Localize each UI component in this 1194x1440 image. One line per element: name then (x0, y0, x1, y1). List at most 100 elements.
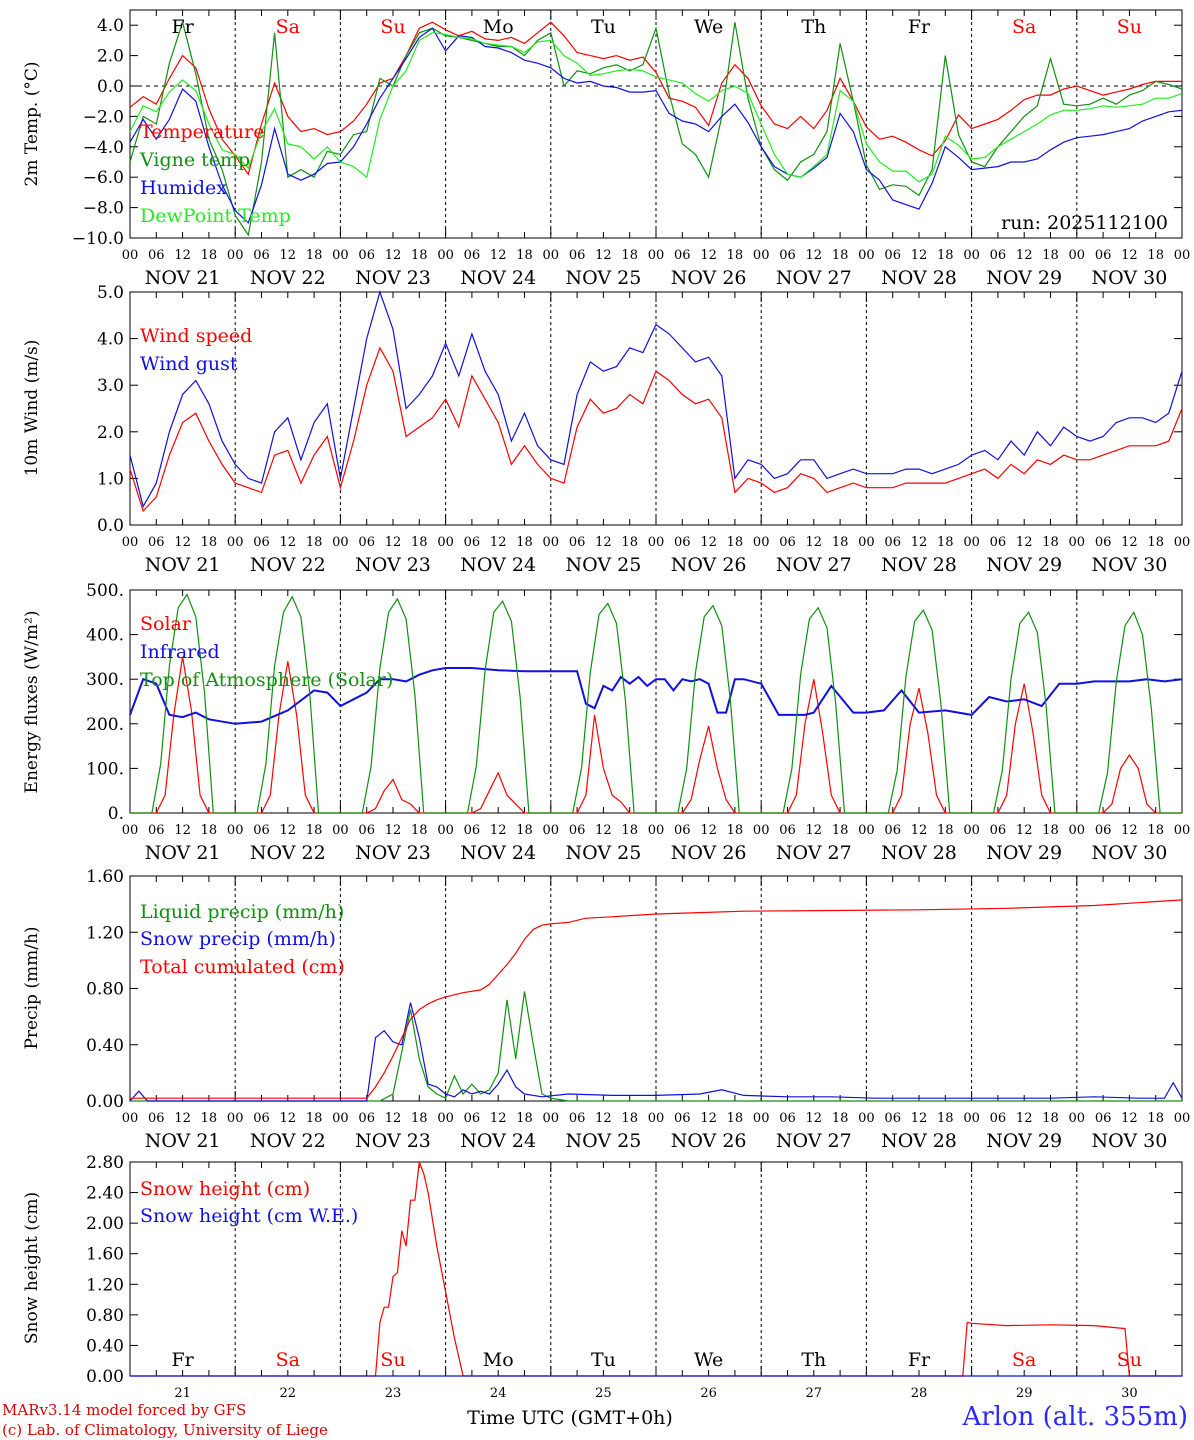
x-hour-label: 12 (385, 823, 402, 838)
series-line-humidex (129, 27, 1183, 224)
location-label: Arlon (alt. 355m) (962, 1402, 1188, 1432)
x-day-number: 24 (490, 1386, 507, 1401)
x-hour-label: 18 (306, 823, 323, 838)
y-tick-label: 2.00 (86, 1214, 124, 1234)
y-tick-label: −8.0 (83, 199, 124, 219)
x-date-label: NOV 30 (1091, 842, 1167, 864)
x-hour-label: 00 (543, 823, 560, 838)
x-hour-label: 00 (437, 823, 454, 838)
x-day-number: 22 (280, 1386, 297, 1401)
weekday-label: Fr (908, 16, 931, 38)
x-hour-label: 00 (753, 1111, 770, 1126)
x-hour-label: 06 (674, 823, 691, 838)
x-hour-label: 12 (280, 248, 297, 263)
x-hour-label: 18 (411, 248, 428, 263)
weekday-label: We (694, 1349, 723, 1371)
legend-entry: Wind speed (140, 325, 252, 347)
x-hour-label: 12 (1121, 823, 1138, 838)
y-tick-label: 100. (86, 759, 124, 779)
x-date-label: NOV 25 (565, 842, 641, 864)
x-hour-label: 12 (280, 823, 297, 838)
x-hour-label: 00 (858, 1111, 875, 1126)
x-hour-label: 06 (779, 1111, 796, 1126)
legend-entry: Top of Atmosphere (Solar) (140, 669, 393, 691)
y-tick-label: 0.0 (97, 77, 124, 97)
x-hour-label: 18 (306, 248, 323, 263)
x-date-label: NOV 26 (671, 267, 747, 289)
y-tick-label: 1.60 (86, 867, 124, 887)
x-hour-label: 00 (858, 248, 875, 263)
x-date-label: NOV 23 (355, 267, 431, 289)
x-hour-label: 06 (1095, 248, 1112, 263)
legend-entry: Infrared (140, 641, 220, 663)
x-hour-label: 12 (806, 1111, 823, 1126)
x-date-label: NOV 22 (250, 1130, 326, 1152)
x-hour-label: 00 (437, 1111, 454, 1126)
x-date-label: NOV 29 (986, 1130, 1062, 1152)
x-hour-label: 00 (122, 535, 139, 550)
x-hour-label: 06 (569, 248, 586, 263)
x-date-label: NOV 24 (460, 554, 536, 576)
x-hour-label: 18 (516, 823, 533, 838)
x-hour-label: 18 (1147, 823, 1164, 838)
weekday-label: We (694, 16, 723, 38)
x-date-label: NOV 30 (1091, 554, 1167, 576)
x-day-number: 29 (1016, 1386, 1033, 1401)
x-hour-label: 12 (490, 248, 507, 263)
x-hour-label: 18 (516, 535, 533, 550)
x-hour-label: 12 (700, 535, 717, 550)
y-tick-label: 4.0 (97, 330, 124, 350)
x-date-label: NOV 28 (881, 1130, 957, 1152)
run-label: run: 2025112100 (1001, 212, 1168, 234)
x-hour-label: 18 (727, 535, 744, 550)
x-date-label: NOV 21 (145, 1130, 221, 1152)
x-hour-label: 00 (227, 535, 244, 550)
x-date-label: NOV 23 (355, 842, 431, 864)
legend-entry: Liquid precip (mm/h) (140, 901, 344, 923)
x-hour-label: 06 (253, 248, 270, 263)
x-hour-label: 06 (884, 823, 901, 838)
y-tick-label: 2.40 (86, 1184, 124, 1204)
x-hour-label: 06 (148, 1111, 165, 1126)
model-credit: MARv3.14 model forced by GFS (2, 1401, 247, 1419)
x-hour-label: 18 (1042, 1111, 1059, 1126)
y-tick-label: 0. (108, 804, 124, 824)
y-tick-label: 500. (86, 581, 124, 601)
y-tick-label: −6.0 (83, 168, 124, 188)
x-hour-label: 00 (227, 823, 244, 838)
x-hour-label: 06 (253, 823, 270, 838)
x-hour-label: 18 (411, 823, 428, 838)
x-hour-label: 06 (253, 1111, 270, 1126)
x-hour-label: 00 (753, 823, 770, 838)
x-hour-label: 06 (148, 535, 165, 550)
x-hour-label: 18 (306, 535, 323, 550)
x-hour-label: 18 (621, 1111, 638, 1126)
x-hour-label: 12 (806, 535, 823, 550)
x-date-label: NOV 23 (355, 1130, 431, 1152)
x-hour-label: 06 (358, 248, 375, 263)
x-hour-label: 18 (201, 823, 218, 838)
series-line-liquid-precip-mm-h (130, 991, 1182, 1102)
series-line-top-of-atmosphere-solar (130, 593, 1182, 814)
x-hour-label: 06 (253, 535, 270, 550)
x-hour-label: 12 (1121, 535, 1138, 550)
x-hour-label: 00 (332, 535, 349, 550)
x-hour-label: 06 (990, 535, 1007, 550)
x-hour-label: 18 (201, 248, 218, 263)
x-hour-label: 06 (779, 535, 796, 550)
x-hour-label: 00 (648, 248, 665, 263)
x-hour-label: 18 (201, 535, 218, 550)
x-hour-label: 12 (174, 1111, 191, 1126)
x-hour-label: 06 (358, 823, 375, 838)
x-hour-label: 12 (174, 248, 191, 263)
x-hour-label: 06 (569, 535, 586, 550)
x-hour-label: 00 (543, 1111, 560, 1126)
x-hour-label: 18 (306, 1111, 323, 1126)
x-hour-label: 18 (201, 1111, 218, 1126)
x-hour-label: 00 (122, 823, 139, 838)
footer-credits: MARv3.14 model forced by GFS (c) Lab. of… (2, 1400, 328, 1440)
x-hour-label: 12 (280, 535, 297, 550)
x-hour-label: 00 (963, 1111, 980, 1126)
x-hour-label: 06 (1095, 535, 1112, 550)
x-hour-label: 06 (1095, 1111, 1112, 1126)
